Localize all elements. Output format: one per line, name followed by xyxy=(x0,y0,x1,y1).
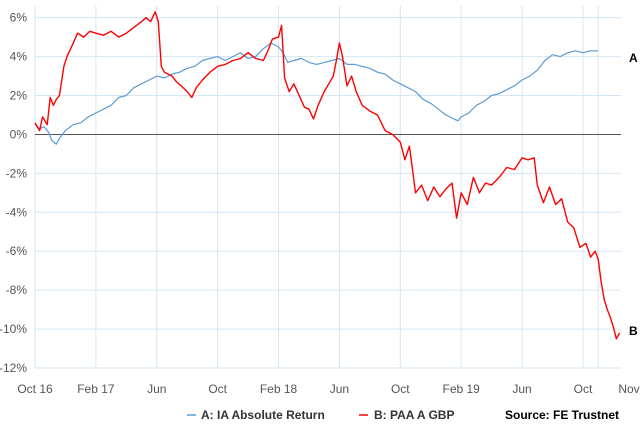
y-tick-label: 0% xyxy=(10,127,28,141)
x-axis-tick-labels: Oct 16 Feb 17 Jun Oct Feb 18 Jun Oct Feb 19 Jun O… xyxy=(17,382,639,396)
y-tick-label: 2% xyxy=(10,89,28,103)
x-tick-label: Nov xyxy=(618,382,639,396)
x-tick-label: Oct xyxy=(574,382,593,396)
y-tick-label: 6% xyxy=(10,11,28,25)
series-a-line xyxy=(34,42,599,145)
series-b-end-label: B xyxy=(629,324,638,338)
legend-label-b: B: PAA A GBP xyxy=(374,408,454,422)
y-tick-label: 4% xyxy=(10,50,28,64)
y-tick-label: -12% xyxy=(0,361,27,375)
x-tick-label: Feb 17 xyxy=(77,382,115,396)
y-tick-label: -8% xyxy=(6,283,28,297)
gridlines xyxy=(34,6,621,369)
x-tick-label: Jun xyxy=(512,382,531,396)
series-lines xyxy=(34,11,621,340)
y-axis-tick-labels: 6% 4% 2% 0% -2% -4% -6% -8% -10% -12% xyxy=(0,11,27,375)
source-label: Source: FE Trustnet xyxy=(505,408,619,422)
legend-label-a: A: IA Absolute Return xyxy=(201,408,325,422)
x-tick-label: Oct 16 xyxy=(17,382,53,396)
legend: A: IA Absolute Return B: PAA A GBP xyxy=(187,408,454,422)
x-tick-label: Jun xyxy=(330,382,349,396)
x-tick-label: Feb 18 xyxy=(260,382,298,396)
y-tick-label: -4% xyxy=(6,205,28,219)
series-a-end-label: A xyxy=(629,51,638,65)
y-tick-label: -2% xyxy=(6,166,28,180)
y-tick-label: -6% xyxy=(6,244,28,258)
x-tick-label: Feb 19 xyxy=(443,382,481,396)
y-tick-label: -10% xyxy=(0,322,27,336)
series-b-line xyxy=(34,11,621,340)
x-tick-label: Oct xyxy=(391,382,410,396)
x-tick-label: Oct xyxy=(208,382,227,396)
x-tick-label: Jun xyxy=(147,382,166,396)
